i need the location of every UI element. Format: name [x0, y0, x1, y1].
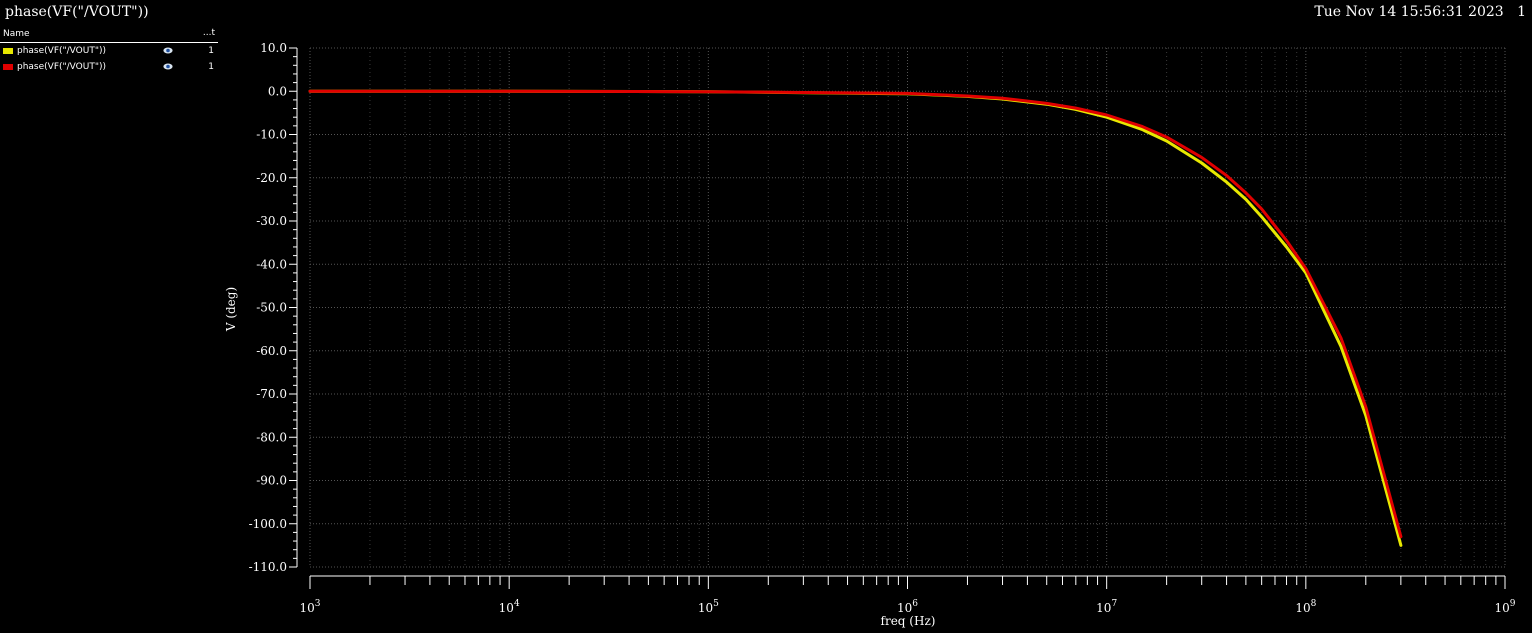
x-tick-label: 103 [299, 599, 320, 615]
y-tick-label: -60.0 [256, 344, 287, 358]
eye-icon[interactable] [163, 63, 173, 70]
x-tick-label: 109 [1494, 599, 1515, 615]
x-tick-label: 105 [698, 599, 719, 615]
trace-count: 1 [208, 46, 214, 56]
trace-label: phase(VF("/VOUT")) [17, 62, 107, 72]
trace-color-swatch [3, 64, 13, 70]
trace-color-swatch [3, 48, 13, 54]
legend-header: Name ...t [0, 28, 218, 43]
x-tick-label: 106 [897, 599, 918, 615]
plot-grid [309, 47, 1506, 568]
plot-traces [308, 89, 1403, 547]
timestamp-label: Tue Nov 14 15:56:31 2023 1 [1314, 4, 1526, 20]
y-tick-label: -110.0 [249, 560, 287, 574]
legend-item[interactable]: phase(VF("/VOUT")) 1 [0, 43, 218, 59]
y-tick-label: -80.0 [256, 430, 287, 444]
subwindow-number: 1 [1517, 4, 1526, 20]
y-tick-label: 0.0 [268, 84, 287, 98]
y-tick-label: -50.0 [256, 301, 287, 315]
legend-item[interactable]: phase(VF("/VOUT")) 1 [0, 59, 218, 75]
x-tick-label: 108 [1295, 599, 1316, 615]
legend-name-header: Name [3, 29, 30, 39]
trace-line-1 [308, 89, 1403, 547]
trace-line-2 [308, 89, 1403, 539]
eye-icon[interactable] [163, 47, 173, 54]
x-tick-label: 107 [1096, 599, 1117, 615]
x-axis-label: freq (Hz) [881, 614, 936, 628]
trace-count: 1 [208, 62, 214, 72]
y-tick-label: -70.0 [256, 387, 287, 401]
trace-legend: Name ...t phase(VF("/VOUT")) 1 phase(VF(… [0, 28, 218, 75]
x-tick-label: 104 [499, 599, 520, 615]
timestamp: Tue Nov 14 15:56:31 2023 [1314, 4, 1504, 20]
plot-axes: 10.0 0.0 -10.0 -20.0 -30.0 -40.0 -50.0 -60.0 -70… [249, 41, 1516, 615]
y-tick-label: -20.0 [256, 171, 287, 185]
y-tick-label: -100.0 [249, 517, 287, 531]
y-tick-label: -10.0 [256, 128, 287, 142]
y-tick-label: -90.0 [256, 474, 287, 488]
y-tick-label: -30.0 [256, 214, 287, 228]
y-axis-label: V (deg) [224, 287, 238, 332]
trace-label: phase(VF("/VOUT")) [17, 46, 107, 56]
legend-col-header: ...t [202, 28, 215, 38]
y-tick-label: -40.0 [256, 257, 287, 271]
y-tick-label: 10.0 [260, 41, 287, 55]
window-title: phase(VF("/VOUT")) [5, 4, 149, 20]
